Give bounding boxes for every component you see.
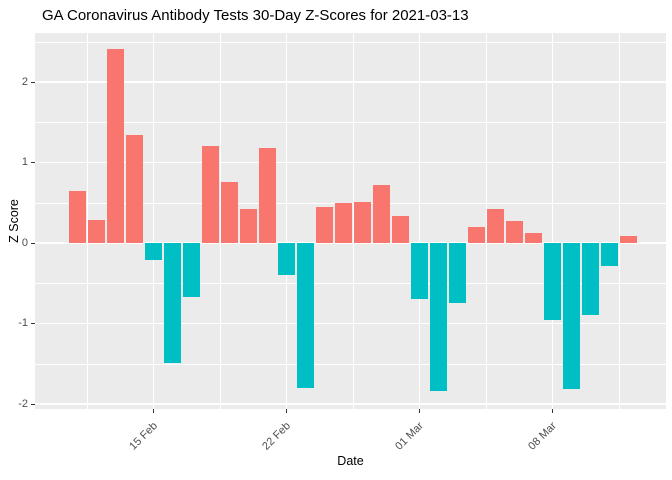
zscore-bar-positive xyxy=(69,190,86,244)
gridline-major-vertical xyxy=(152,33,155,409)
zscore-bar-positive xyxy=(240,209,257,244)
gridline-major-horizontal xyxy=(35,403,666,405)
y-tick-label: -1 xyxy=(18,317,28,330)
x-tick-mark xyxy=(285,409,288,413)
gridline-major-vertical xyxy=(551,33,554,409)
gridline-major-horizontal xyxy=(35,81,666,83)
zscore-bar-positive xyxy=(335,202,352,244)
plot-panel xyxy=(35,33,666,409)
x-tick-mark xyxy=(551,409,554,413)
gridline-minor-horizontal xyxy=(35,363,666,365)
gridline-minor-vertical xyxy=(219,33,221,409)
y-tick-mark xyxy=(31,323,35,325)
zscore-bar-negative xyxy=(430,243,447,392)
y-tick-mark xyxy=(31,162,35,164)
zscore-bar-positive xyxy=(107,49,124,244)
y-tick-label: 1 xyxy=(21,156,28,169)
gridline-minor-horizontal xyxy=(35,122,666,123)
x-axis-title: Date xyxy=(337,454,364,468)
x-tick-mark xyxy=(152,409,155,413)
zscore-bar-negative xyxy=(145,243,162,261)
gridline-minor-vertical xyxy=(352,33,354,409)
zscore-bar-positive xyxy=(487,209,504,244)
y-tick-mark xyxy=(31,242,35,244)
x-tick-mark xyxy=(418,409,421,413)
zscore-bar-positive xyxy=(620,235,637,244)
gridline-minor-vertical xyxy=(485,33,487,409)
zscore-bar-positive xyxy=(221,181,238,244)
zscore-bar-negative xyxy=(278,243,295,276)
zscore-bar-positive xyxy=(525,233,542,244)
gridline-minor-vertical xyxy=(86,33,88,409)
zscore-bar-negative xyxy=(563,243,580,389)
zscore-bar-positive xyxy=(316,206,333,244)
gridline-minor-horizontal xyxy=(35,41,666,43)
gridline-major-horizontal xyxy=(35,322,666,325)
zscore-bar-positive xyxy=(373,185,390,244)
zscore-bar-negative xyxy=(601,243,618,267)
zscore-bar-negative xyxy=(449,243,466,303)
y-tick-label: 0 xyxy=(21,236,28,249)
zscore-bar-positive xyxy=(354,202,371,244)
y-tick-mark xyxy=(31,81,35,83)
y-tick-label: 2 xyxy=(21,75,28,88)
gridline-major-horizontal xyxy=(35,242,666,244)
zscore-bar-positive xyxy=(88,219,105,244)
gridline-minor-vertical xyxy=(618,33,620,409)
zscore-bar-negative xyxy=(544,243,561,321)
zscore-bar-negative xyxy=(582,243,599,315)
gridline-minor-horizontal xyxy=(35,283,666,284)
gridline-major-horizontal xyxy=(35,161,666,164)
zscore-bar-negative xyxy=(164,243,181,364)
chart-title: GA Coronavirus Antibody Tests 30-Day Z-S… xyxy=(42,7,469,24)
zscore-bar-positive xyxy=(468,227,485,244)
zscore-bar-positive xyxy=(506,221,523,244)
zscore-bar-negative xyxy=(411,243,428,299)
zscore-bar-positive xyxy=(392,215,409,244)
y-tick-label: -2 xyxy=(18,397,28,410)
zscore-bar-positive xyxy=(126,135,143,244)
zscore-bar-negative xyxy=(183,243,200,298)
gridline-major-vertical xyxy=(285,33,288,409)
y-tick-mark xyxy=(31,403,35,405)
zscore-bar-negative xyxy=(297,243,314,389)
gridline-major-vertical xyxy=(418,33,421,409)
zscore-bar-positive xyxy=(259,148,276,244)
zscore-bar-positive xyxy=(202,145,219,244)
